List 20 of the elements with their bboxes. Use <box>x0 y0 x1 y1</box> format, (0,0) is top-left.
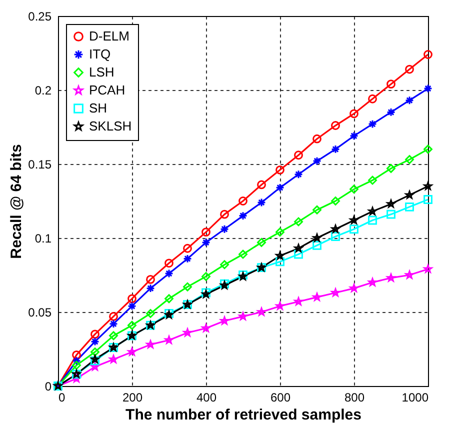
y-tick-label: 0.25 <box>28 10 52 24</box>
y-axis-title: Recall @ 64 bits <box>8 144 26 259</box>
legend-label: SH <box>89 100 108 116</box>
legend-label: PCAH <box>89 82 126 98</box>
legend-label: D-ELM <box>89 28 130 44</box>
legend-label: SKLSH <box>89 118 132 134</box>
y-tick-label: 0.1 <box>34 232 52 246</box>
x-tick-label: 600 <box>270 390 291 404</box>
x-tick-label: 1000 <box>402 390 429 404</box>
y-tick-label: 0.15 <box>28 158 52 172</box>
x-tick-label: 800 <box>344 390 365 404</box>
x-tick-label: 200 <box>122 390 143 404</box>
x-tick-label: 400 <box>196 390 217 404</box>
x-axis-title: The number of retrieved samples <box>126 406 362 424</box>
y-tick-label: 0.05 <box>28 306 52 320</box>
legend-label: ITQ <box>89 46 111 62</box>
legend-label: LSH <box>89 64 114 80</box>
y-tick-label: 0 <box>44 380 52 394</box>
x-tick-label: 0 <box>58 390 66 404</box>
y-tick-label: 0.2 <box>34 84 52 98</box>
